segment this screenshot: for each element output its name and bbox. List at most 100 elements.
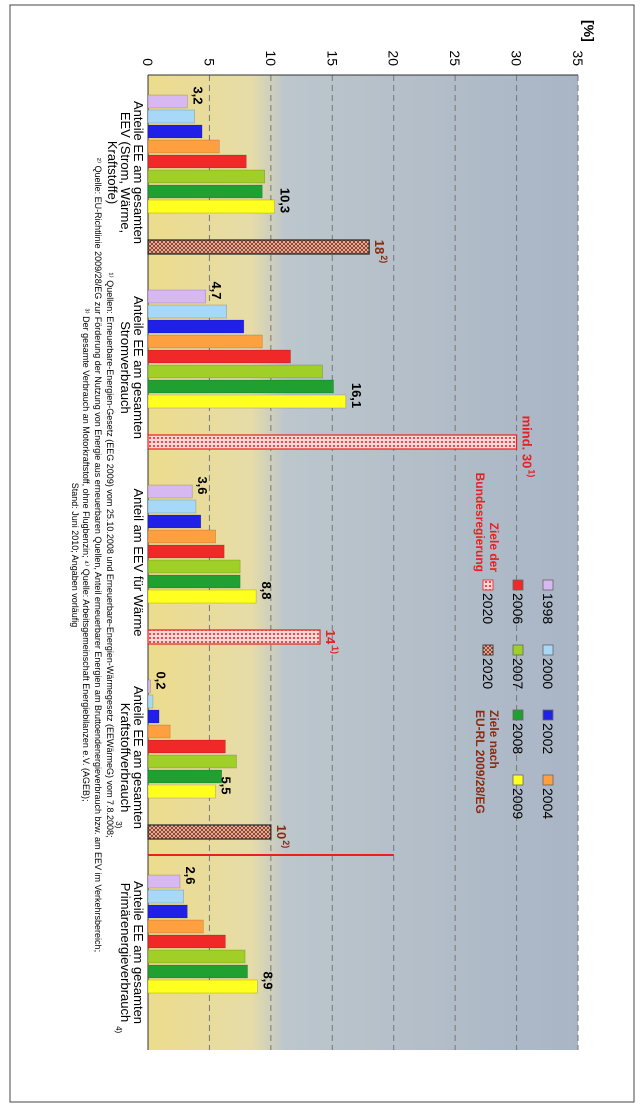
bar (148, 95, 187, 108)
y-tick-label: 0 (140, 58, 156, 66)
y-axis-label: [%] (581, 20, 597, 42)
bar (148, 770, 222, 783)
bar (148, 500, 196, 513)
legend-label: 2009 (510, 788, 526, 819)
bar (148, 185, 262, 198)
value-label: 16,1 (349, 383, 364, 408)
bar (148, 545, 224, 558)
value-label: 4,7 (209, 281, 224, 299)
y-tick-label: 15 (324, 50, 340, 66)
bar (148, 140, 219, 153)
y-tick-label: 35 (570, 50, 586, 66)
legend-label: 2008 (510, 723, 526, 754)
bar (148, 485, 192, 498)
bar (148, 740, 225, 753)
bar (148, 320, 244, 333)
bar (148, 170, 265, 183)
value-label: 18 (372, 240, 387, 254)
bar (148, 890, 184, 903)
value-label-note: 1) (330, 646, 340, 654)
bar (148, 110, 195, 123)
footnote: ²⁾ Quelle: EU-Richtlinie 2009/28/EG zur … (93, 158, 103, 952)
legend-swatch (543, 775, 553, 785)
legend-label: 1998 (540, 593, 556, 624)
bar (148, 980, 257, 993)
value-label: 10 (274, 825, 289, 839)
target-bar (148, 630, 320, 644)
bar (148, 380, 334, 393)
y-tick-label: 10 (263, 50, 279, 66)
x-tick-label: Anteile EE am gesamtenStromverbrauch (118, 296, 146, 439)
legend-swatch (483, 580, 493, 590)
bar (148, 395, 346, 408)
bar (148, 695, 153, 708)
bar (148, 515, 201, 528)
footnote: Stand: Juni 2010; Angaben vorläufig (70, 483, 80, 628)
target-bar (148, 435, 517, 449)
bar (148, 200, 275, 213)
legend-swatch (543, 710, 553, 720)
legend-label: 2000 (540, 658, 556, 689)
legend-swatch (513, 645, 523, 655)
bar (148, 920, 203, 933)
value-label: 8,9 (260, 971, 275, 989)
bar (148, 335, 262, 348)
value-label-note: 1) (527, 469, 537, 477)
bar (148, 950, 245, 963)
target-bar (148, 240, 369, 254)
bar (148, 365, 322, 378)
target-bar (148, 825, 271, 839)
legend-swatch (513, 775, 523, 785)
bar (148, 590, 256, 603)
value-label: mind. 30 (520, 416, 535, 469)
page: {"chart_data":{"type":"bar","y_label":"[… (0, 0, 644, 1109)
value-label: 3,2 (190, 86, 205, 104)
value-label: 14 (323, 630, 338, 645)
bar (148, 725, 170, 738)
x-tick-label: Anteile EE am gesamtenKraftstoffverbrauc… (118, 686, 146, 829)
bar (148, 875, 180, 888)
y-tick-label: 20 (386, 50, 402, 66)
footnote: ¹⁾ Quellen: Erneuerbare-Energien-Gesetz … (105, 273, 115, 838)
legend-swatch (543, 580, 553, 590)
bar (148, 290, 206, 303)
value-label: 0,2 (153, 671, 168, 689)
legend-swatch (513, 580, 523, 590)
x-tick-label: Anteile EE am gesamtenEEV (Strom, Wärme,… (105, 101, 146, 244)
bar (148, 710, 159, 723)
bar (148, 350, 291, 363)
bar (148, 530, 216, 543)
legend-swatch (483, 645, 493, 655)
x-tick-label: Anteile EE am gesamtenPrimärenergieverbr… (118, 881, 146, 1024)
bar (148, 305, 227, 318)
y-tick-label: 5 (201, 58, 217, 66)
footnote: ³⁾ Der gesamte Verbrauch an Motorkraftst… (81, 308, 91, 801)
bar (148, 680, 150, 693)
legend-label: 2002 (540, 723, 556, 754)
bar (148, 575, 240, 588)
legend-label: 2007 (510, 658, 526, 689)
x-tick-label: Anteil am EEV für Wärme (131, 488, 146, 636)
bar (148, 785, 216, 798)
chart: [%] 051015202530353,24,73,60,22,610,316,… (0, 0, 644, 1109)
legend-swatch (543, 645, 553, 655)
category-note: 4) (114, 1026, 123, 1033)
bar (148, 560, 240, 573)
y-tick-label: 30 (509, 50, 525, 66)
value-label: 10,3 (278, 188, 293, 213)
y-tick-label: 25 (447, 50, 463, 66)
legend-label: 2020 (480, 593, 496, 624)
bar (148, 755, 236, 768)
bar (148, 965, 248, 978)
value-label-note: 2) (281, 840, 291, 848)
bar (148, 125, 202, 138)
legend-label: 2006 (510, 593, 526, 624)
value-label: 8,8 (259, 581, 274, 599)
value-label: 2,6 (183, 866, 198, 884)
value-label-note: 2) (379, 255, 389, 263)
legend-swatch (513, 710, 523, 720)
legend-label: 2004 (540, 788, 556, 819)
value-label: 5,5 (219, 776, 234, 794)
bar (148, 935, 225, 948)
